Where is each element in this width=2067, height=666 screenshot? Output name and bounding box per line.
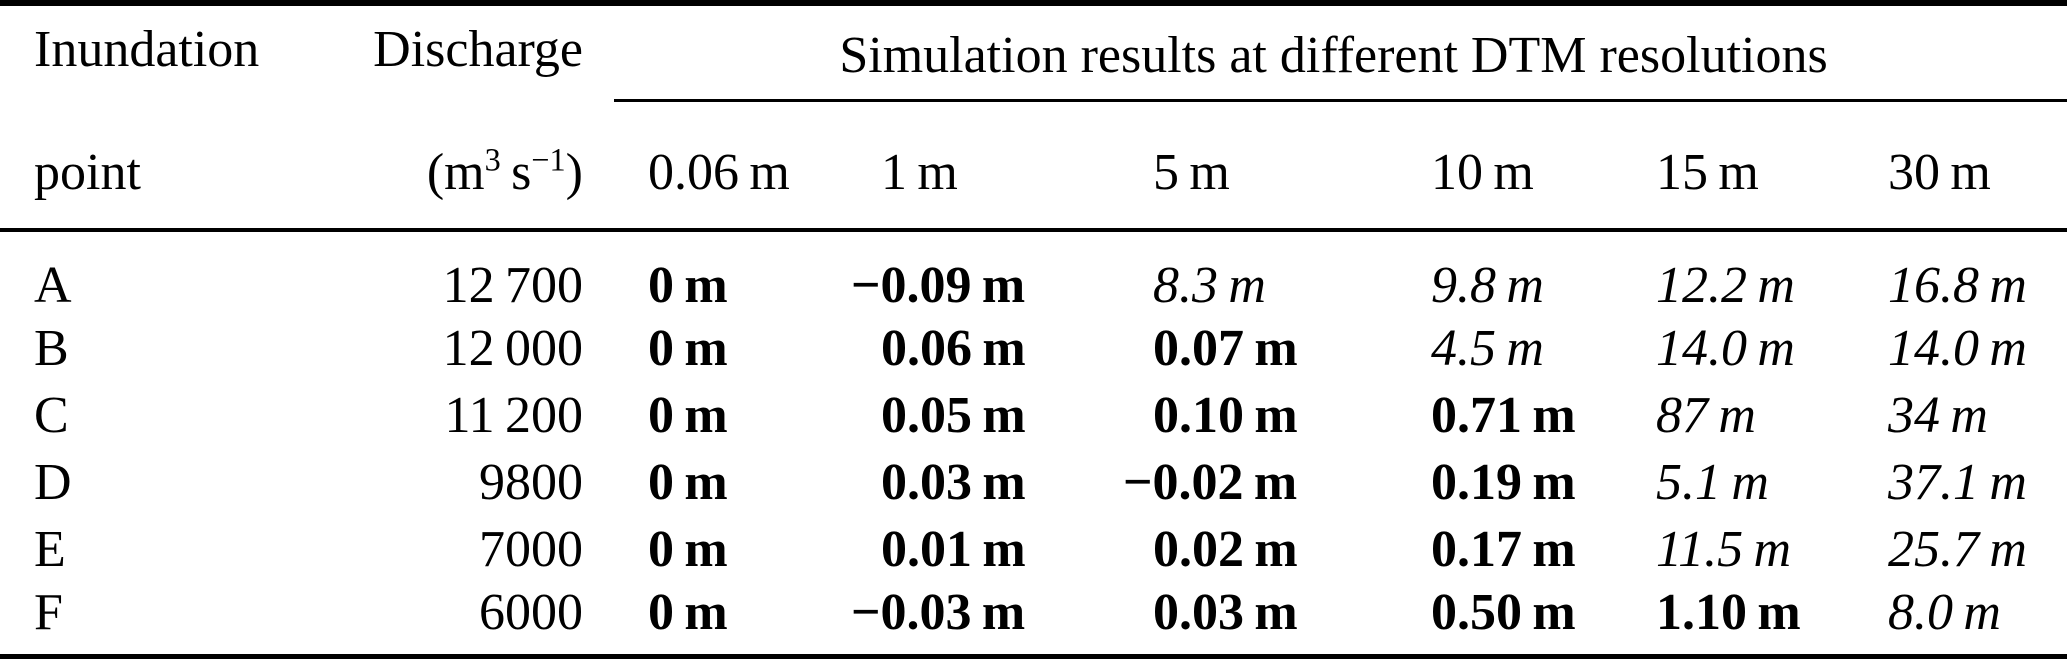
result-cell: 8.3 m [1153,257,1266,314]
result-cell: −0.02 m [1122,454,1298,511]
point-cell: A [34,257,72,314]
result-cell: 37.1 m [1888,454,2027,511]
unit-sup-3: 3 [484,141,501,178]
discharge-cell: 12 000 [442,320,583,377]
result-cell: 25.7 m [1888,521,2027,578]
point-cell: C [34,387,69,444]
unit-pre: (m [426,143,485,201]
unit-post: ) [565,143,583,201]
unit-mid: s [500,143,532,201]
header-resolution-5m: 5 m [1105,116,1385,232]
unit-sup-minus1: −1 [531,141,566,178]
result-cell: 0.07 m [1153,320,1298,377]
header-resolution-1m: 1 m [855,116,1105,232]
result-cell: 0 m [648,521,728,578]
result-cell: 0.03 m [1153,584,1298,641]
result-cell: 0.19 m [1431,454,1576,511]
result-cell: 0 m [648,454,728,511]
header-resolution-0.06m: 0.06 m [600,116,855,232]
result-cell: 0.10 m [1153,387,1298,444]
result-cell: 12.2 m [1656,257,1795,314]
header-discharge: Discharge [373,21,583,78]
table-row-D: D 9800 0 m 0.03 m −0.02 m 0.19 m 5.1 m 3… [0,449,2067,516]
table-row-E: E 7000 0 m 0.01 m 0.02 m 0.17 m 11.5 m 2… [0,516,2067,583]
header-inundation: Inundation [34,21,260,78]
result-cell: 0.06 m [881,320,1026,377]
header-span-dtm-resolutions: Simulation results at different DTM reso… [600,3,2067,116]
result-cell: 0 m [648,257,728,314]
result-cell: 1.10 m [1656,584,1801,641]
discharge-cell: 9800 [479,454,583,511]
header-row-1: Inundation Discharge Simulation results … [0,3,2067,116]
result-cell: 87 m [1656,387,1756,444]
result-cell: 34 m [1888,387,1988,444]
point-cell: E [34,521,66,578]
result-cell: 0.71 m [1431,387,1576,444]
result-cell: 14.0 m [1656,320,1795,377]
result-cell: 9.8 m [1431,257,1544,314]
table-row-F: F 6000 0 m −0.03 m 0.03 m 0.50 m 1.10 m … [0,583,2067,654]
result-cell: 14.0 m [1888,320,2027,377]
result-cell: 0 m [648,320,728,377]
point-cell: B [34,320,69,377]
spanner-rule [614,99,2067,102]
table-row-A: A 12 700 0 m −0.09 m 8.3 m 9.8 m 12.2 m … [0,230,2067,315]
result-cell: 11.5 m [1656,521,1792,578]
header-resolution-30m: 30 m [1870,116,2067,232]
discharge-cell: 7000 [479,521,583,578]
header-point: point [0,116,350,232]
table-bottom-rule [0,654,2067,659]
result-cell: 0.05 m [881,387,1026,444]
result-cell: −0.09 m [850,257,1026,314]
header-row-2: point (m3 s−1) 0.06 m 1 m 5 m 10 m 15 m … [0,116,2067,232]
result-cell: 0 m [648,387,728,444]
result-cell: −0.03 m [850,584,1026,641]
discharge-cell: 11 200 [444,387,583,444]
discharge-cell: 6000 [479,584,583,641]
header-resolution-15m: 15 m [1640,116,1870,232]
result-cell: 8.0 m [1888,584,2001,641]
table-row-C: C 11 200 0 m 0.05 m 0.10 m 0.71 m 87 m 3… [0,382,2067,449]
result-cell: 0.17 m [1431,521,1576,578]
span-header-text: Simulation results at different DTM reso… [839,27,1828,84]
result-cell: 5.1 m [1656,454,1769,511]
result-cell: 0 m [648,584,728,641]
discharge-cell: 12 700 [442,257,583,314]
header-discharge-unit: (m3 s−1) [350,116,600,232]
table-row-B: B 12 000 0 m 0.06 m 0.07 m 4.5 m 14.0 m … [0,315,2067,382]
point-cell: F [34,584,63,641]
point-cell: D [34,454,72,511]
result-cell: 0.01 m [881,521,1026,578]
result-cell: 0.50 m [1431,584,1576,641]
result-cell: 0.02 m [1153,521,1298,578]
result-cell: 0.03 m [881,454,1026,511]
header-resolution-10m: 10 m [1385,116,1640,232]
result-cell: 4.5 m [1431,320,1544,377]
result-cell: 16.8 m [1888,257,2027,314]
